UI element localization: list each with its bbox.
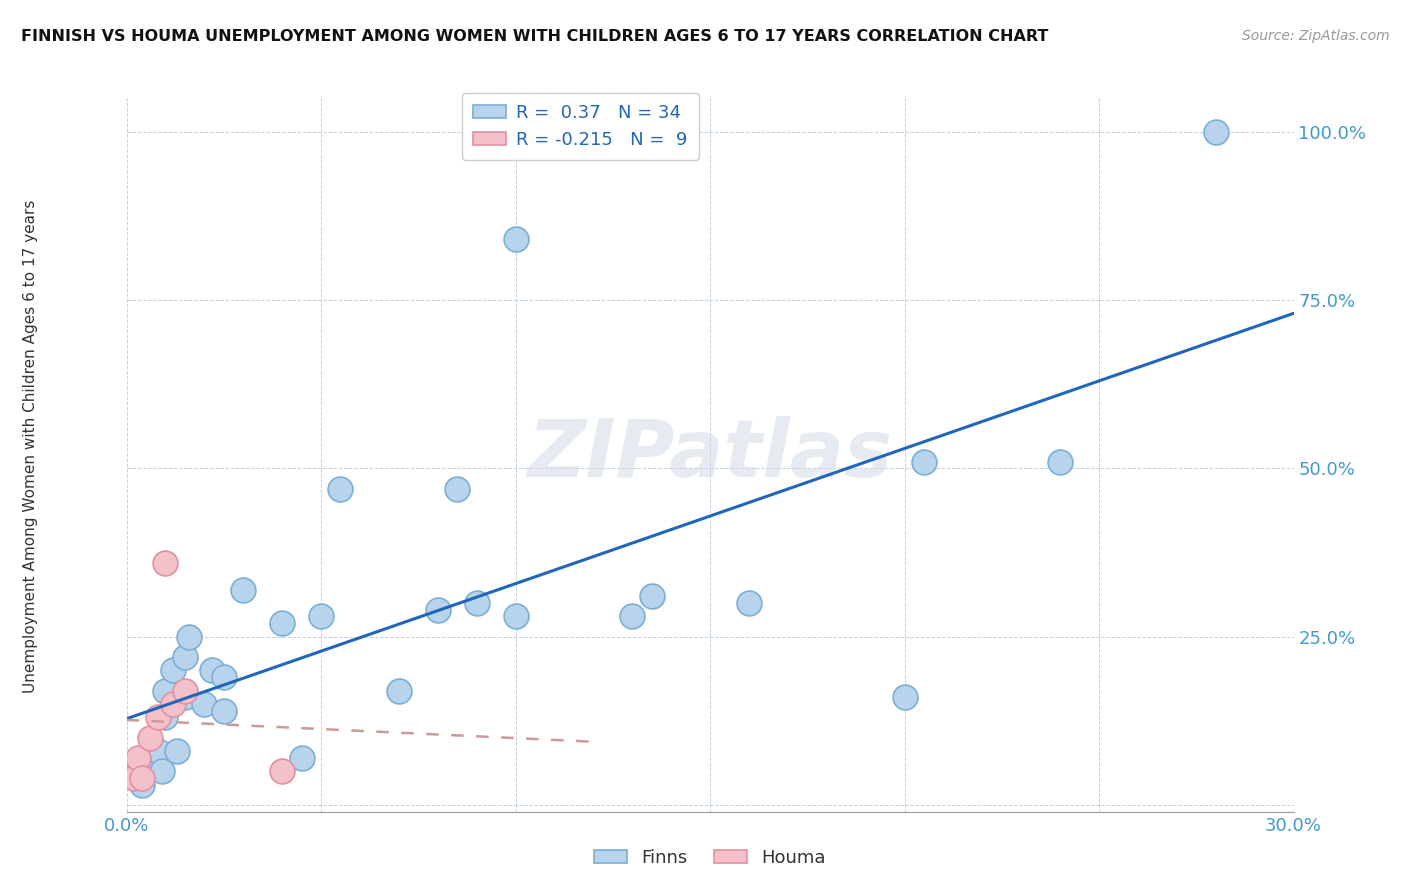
Point <box>893 690 915 705</box>
Point <box>446 482 468 496</box>
Point <box>912 455 935 469</box>
Point <box>201 664 224 678</box>
Text: Unemployment Among Women with Children Ages 6 to 17 years: Unemployment Among Women with Children A… <box>24 199 38 693</box>
Point <box>127 764 149 779</box>
Point <box>139 731 162 745</box>
Point <box>426 603 449 617</box>
Point <box>641 589 664 603</box>
Point <box>162 697 184 711</box>
Point <box>212 670 235 684</box>
Text: ZIPatlas: ZIPatlas <box>527 416 893 494</box>
Point <box>465 596 488 610</box>
Text: FINNISH VS HOUMA UNEMPLOYMENT AMONG WOMEN WITH CHILDREN AGES 6 TO 17 YEARS CORRE: FINNISH VS HOUMA UNEMPLOYMENT AMONG WOME… <box>21 29 1049 44</box>
Point <box>177 630 200 644</box>
Point <box>505 609 527 624</box>
Point <box>162 664 184 678</box>
Point <box>155 683 177 698</box>
Point <box>271 764 294 779</box>
Point <box>142 757 165 772</box>
Text: Source: ZipAtlas.com: Source: ZipAtlas.com <box>1241 29 1389 43</box>
Point <box>146 744 169 758</box>
Point <box>166 744 188 758</box>
Point <box>124 771 146 785</box>
Point <box>174 683 197 698</box>
Point <box>290 751 312 765</box>
Point <box>174 690 197 705</box>
Point <box>232 582 254 597</box>
Point <box>146 710 169 724</box>
Point <box>155 556 177 570</box>
Point <box>271 616 294 631</box>
Point <box>1205 125 1227 139</box>
Point <box>131 771 153 785</box>
Point <box>329 482 352 496</box>
Point <box>388 683 411 698</box>
Point <box>150 764 173 779</box>
Point <box>1049 455 1071 469</box>
Point <box>174 649 197 664</box>
Point <box>127 751 149 765</box>
Point <box>155 710 177 724</box>
Point <box>621 609 644 624</box>
Point <box>309 609 332 624</box>
Point <box>738 596 761 610</box>
Point <box>193 697 215 711</box>
Point <box>505 232 527 246</box>
Point <box>131 778 153 792</box>
Point <box>212 704 235 718</box>
Legend: Finns, Houma: Finns, Houma <box>586 842 834 874</box>
